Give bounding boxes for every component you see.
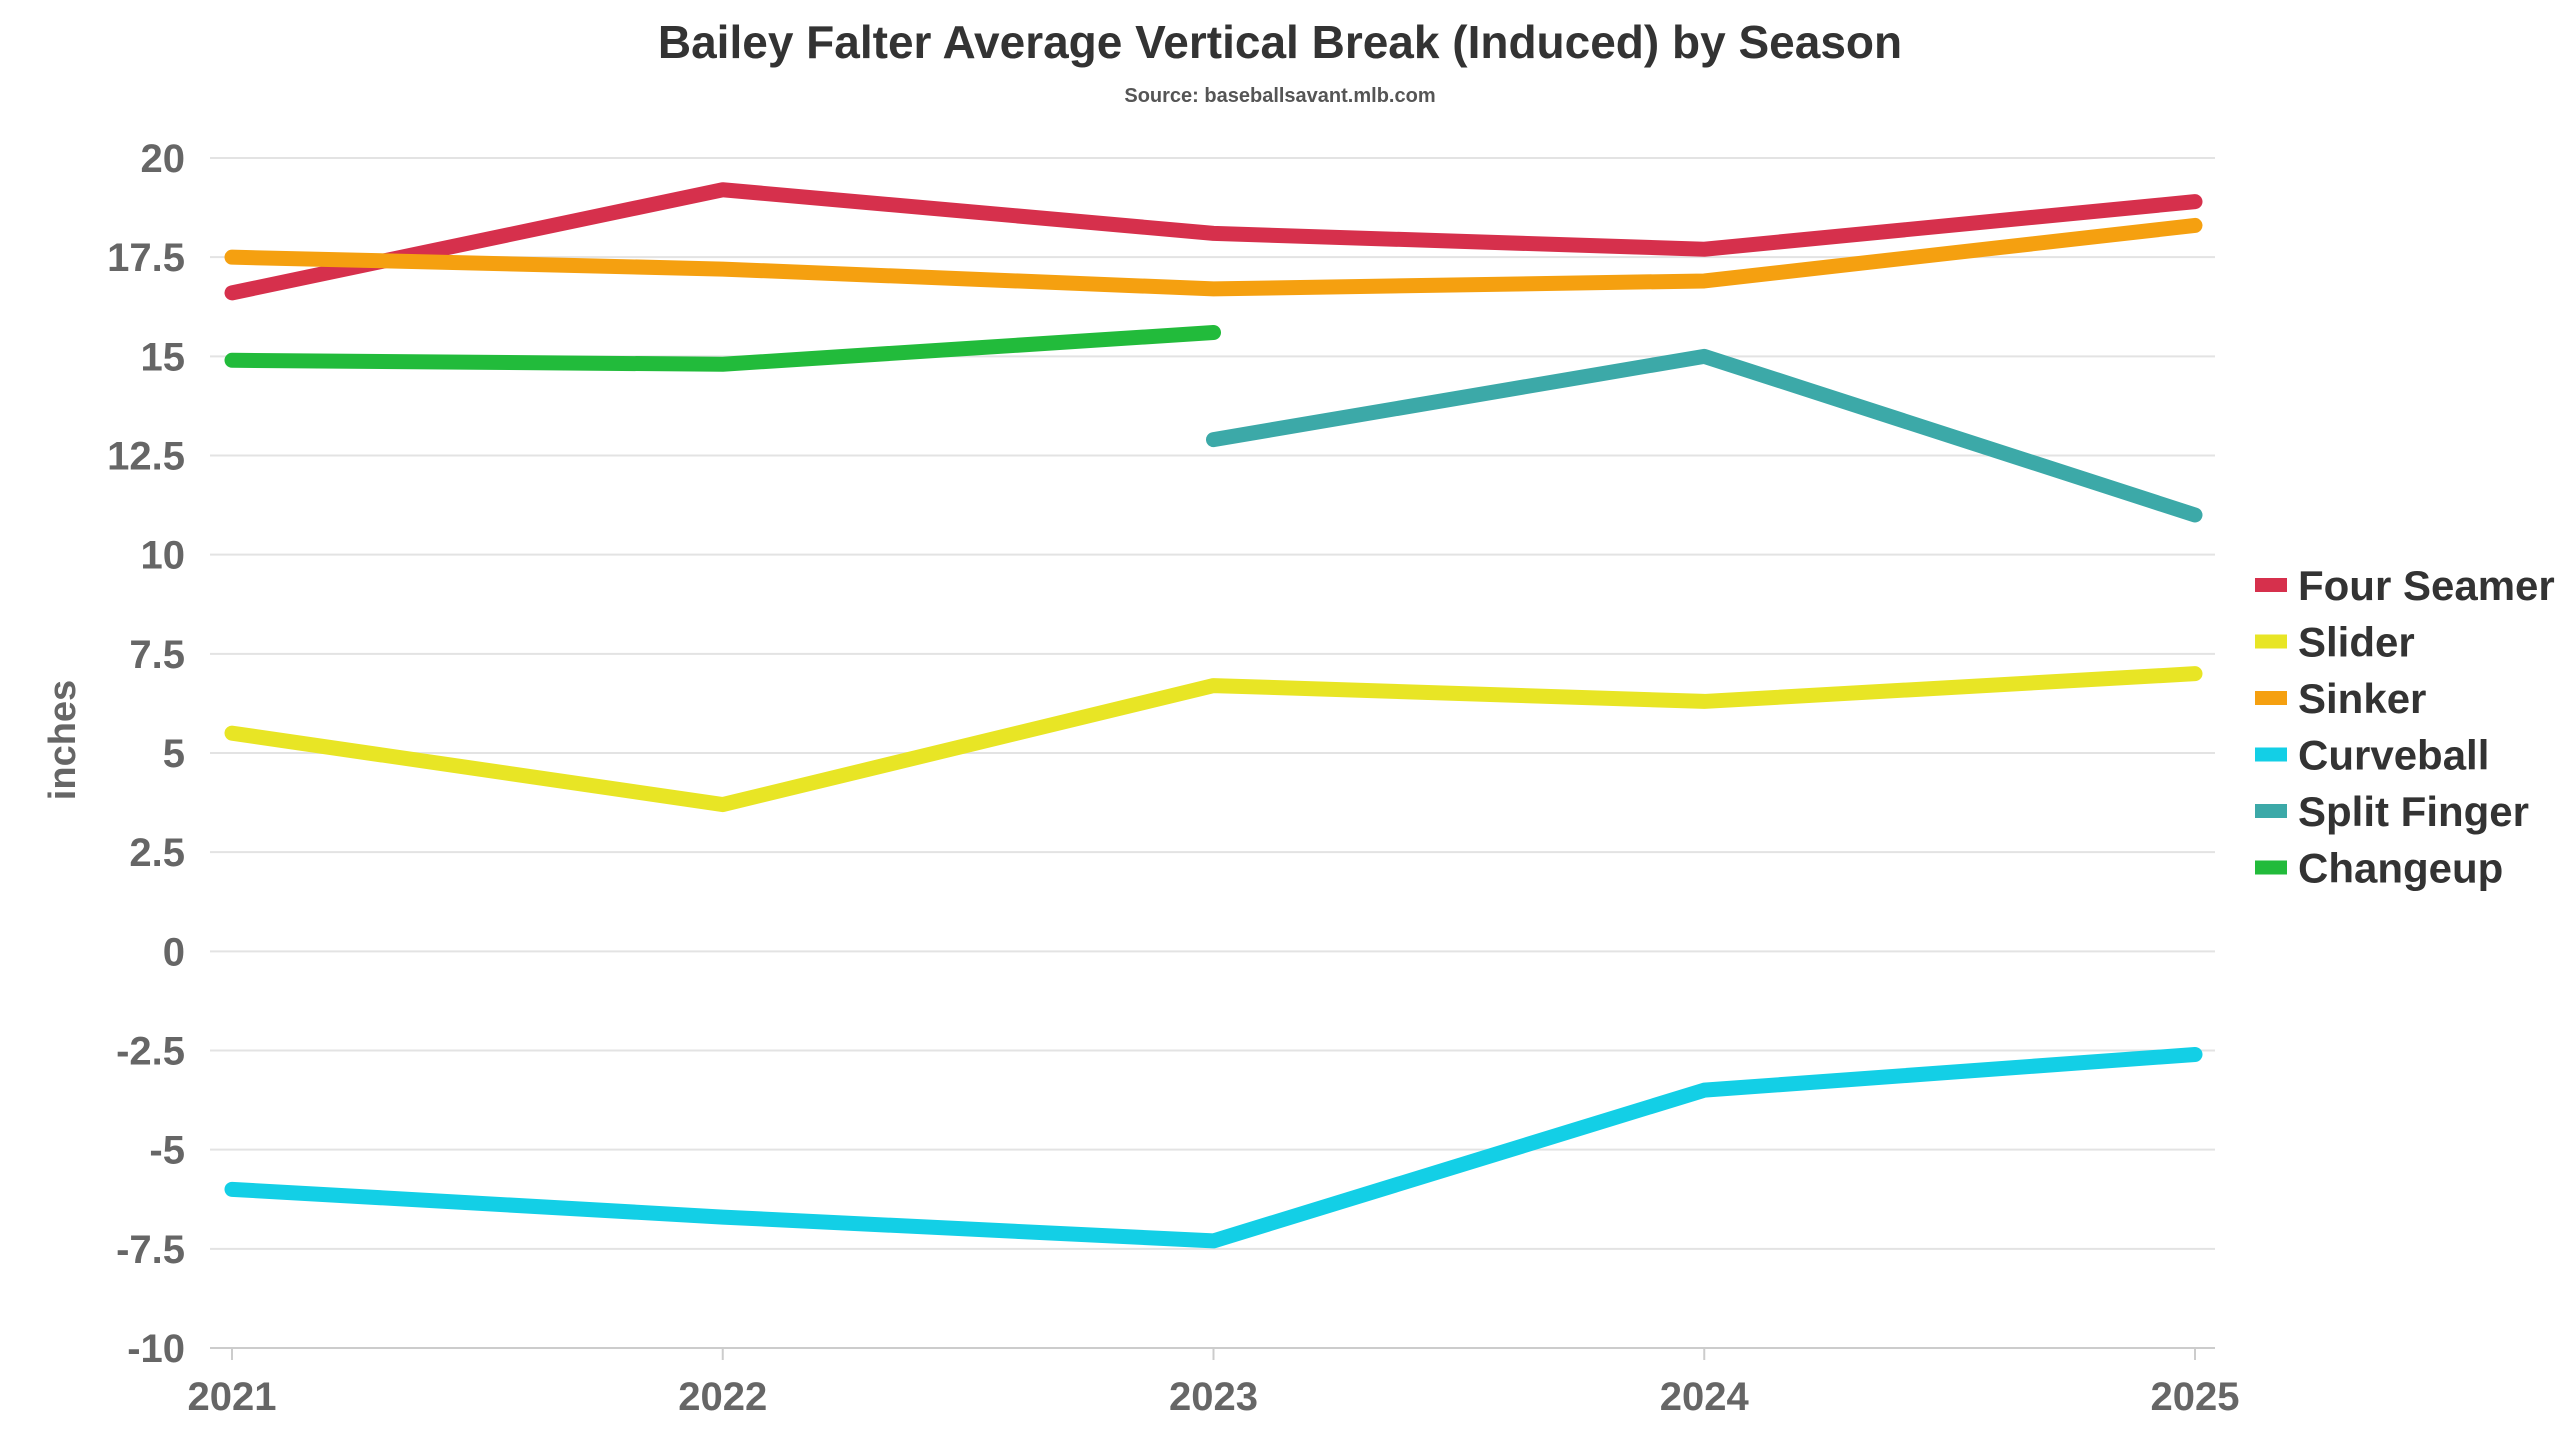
chart-title: Bailey Falter Average Vertical Break (In… — [658, 16, 1902, 68]
legend-label-curveball: Curveball — [2298, 732, 2489, 779]
y-tick-label: 7.5 — [129, 633, 185, 677]
legend-label-four-seamer: Four Seamer — [2298, 562, 2555, 609]
series-line-four-seamer — [224, 182, 2203, 301]
y-tick-label: -10 — [127, 1327, 185, 1371]
legend-swatch-changeup — [2255, 860, 2287, 875]
y-tick-label: 5 — [163, 732, 185, 776]
y-tick-label: 20 — [141, 137, 186, 181]
legend-swatch-curveball — [2255, 747, 2287, 762]
series-line-slider — [224, 666, 2203, 813]
y-tick-label: 10 — [141, 534, 186, 578]
legend-swatch-slider — [2255, 634, 2287, 649]
y-axis-label: inches — [42, 680, 84, 800]
series-line-changeup — [224, 325, 1221, 372]
y-tick-label: 17.5 — [107, 236, 185, 280]
series-line-curveball — [224, 1046, 2203, 1249]
x-tick-label: 2021 — [188, 1375, 277, 1419]
grid-layer — [210, 157, 2215, 1250]
y-tick-label: 15 — [141, 335, 186, 379]
legend-label-sinker: Sinker — [2298, 675, 2426, 722]
y-tick-label: 2.5 — [129, 831, 185, 875]
legend-swatch-split-finger — [2255, 804, 2287, 818]
x-tick-label: 2024 — [1660, 1375, 1750, 1419]
legend-swatch-four-seamer — [2255, 578, 2287, 592]
x-tick-label: 2022 — [678, 1375, 767, 1419]
legend-label-changeup: Changeup — [2298, 845, 2503, 892]
x-tick-label: 2025 — [2151, 1375, 2240, 1419]
y-tick-label: -5 — [149, 1129, 185, 1173]
x-tick-label: 2023 — [1169, 1375, 1258, 1419]
y-tick-label: 12.5 — [107, 435, 185, 479]
y-tick-label: -2.5 — [116, 1030, 185, 1074]
series-layer — [224, 182, 2203, 1249]
chart-subtitle: Source: baseballsavant.mlb.com — [1124, 85, 1435, 107]
series-line-sinker — [224, 217, 2203, 297]
legend-swatch-sinker — [2255, 691, 2287, 705]
y-tick-label: -7.5 — [116, 1228, 185, 1272]
legend: Four Seamer Slider Sinker Curveball Split Fi… — [2255, 562, 2555, 892]
legend-label-split-finger: Split Finger — [2298, 788, 2529, 835]
series-line-split-finger — [1206, 348, 2203, 523]
y-tick-label: 0 — [163, 930, 185, 974]
legend-label-slider: Slider — [2298, 619, 2415, 666]
